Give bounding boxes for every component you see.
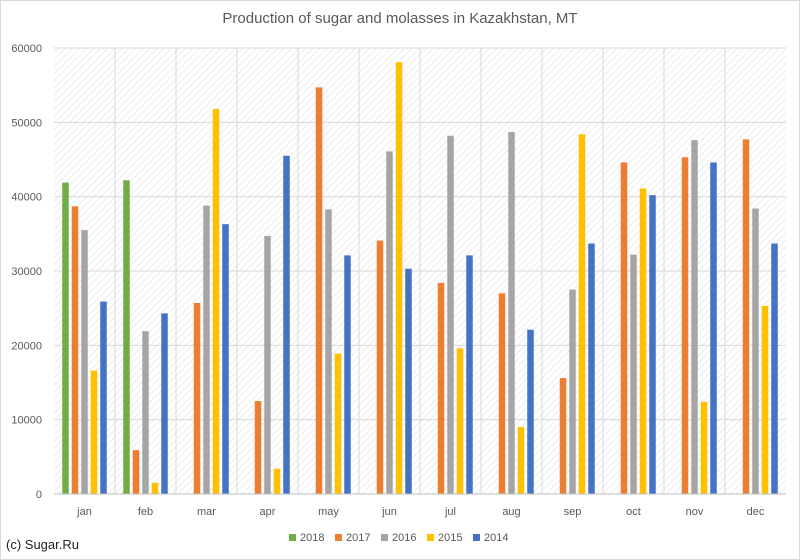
bar-2016-apr: [264, 236, 271, 494]
bar-2015-jun: [395, 62, 403, 495]
bar-2015-feb: [151, 482, 159, 494]
bar-2016-sep: [569, 289, 576, 494]
bar-2016-dec: [752, 208, 759, 494]
bar-2015-sep: [578, 134, 586, 494]
bar-2014-feb: [161, 313, 168, 494]
bar-2016-jul: [447, 135, 454, 495]
y-tick-label: 60000: [11, 43, 42, 55]
y-axis: 0 10000 20000 30000 40000 50000 60000: [11, 43, 42, 501]
bar-2017-jun: [376, 240, 384, 494]
legend-label-2016: 2016: [392, 532, 416, 544]
bar-2014-jul: [466, 255, 473, 494]
bar-2017-sep: [559, 378, 567, 494]
bar-2015-apr: [273, 468, 281, 494]
bar-2015-aug: [517, 427, 525, 494]
bars: [62, 62, 778, 495]
bar-2014-aug: [527, 329, 534, 494]
bar-2017-jan: [71, 206, 79, 494]
bar-2015-oct: [639, 188, 647, 495]
bar-2017-jul: [437, 282, 445, 494]
x-tick-label: nov: [686, 506, 704, 518]
bar-2018-feb: [123, 180, 130, 494]
gridlines: [54, 47, 786, 495]
bar-2014-oct: [649, 195, 656, 494]
chart-title: Production of sugar and molasses in Kaza…: [222, 10, 578, 27]
x-axis: jan feb mar apr may jun jul aug sep oct nov dec: [54, 493, 786, 518]
bar-2015-dec: [761, 305, 769, 494]
bar-2015-jul: [456, 348, 464, 494]
x-tick-label: jun: [381, 506, 397, 518]
bar-2016-aug: [508, 131, 515, 494]
y-tick-label: 50000: [11, 117, 42, 129]
bar-2015-may: [334, 353, 342, 494]
bar-2015-mar: [212, 108, 220, 494]
bar-2014-sep: [588, 243, 595, 494]
x-tick-label: feb: [138, 506, 153, 518]
x-tick-label: dec: [747, 506, 765, 518]
legend-label-2017: 2017: [346, 532, 370, 544]
y-tick-label: 20000: [11, 340, 42, 352]
y-tick-label: 40000: [11, 192, 42, 204]
bar-2016-jun: [386, 151, 393, 494]
legend-label-2018: 2018: [300, 532, 324, 544]
x-tick-label: jan: [76, 506, 92, 518]
x-tick-label: mar: [197, 506, 216, 518]
bar-2015-jan: [90, 370, 98, 494]
bar-2015-nov: [700, 401, 708, 494]
bar-2017-nov: [681, 157, 689, 494]
legend-swatch-2015: [427, 534, 434, 541]
legend-swatch-2016: [381, 534, 388, 541]
legend-label-2014: 2014: [484, 532, 508, 544]
bar-2016-oct: [630, 254, 637, 494]
bar-2014-jun: [405, 268, 412, 494]
bar-2016-mar: [203, 205, 210, 494]
bar-2016-feb: [142, 331, 149, 494]
x-tick-label: aug: [502, 506, 520, 518]
y-tick-label: 30000: [11, 266, 42, 278]
bar-2018-jan: [62, 182, 69, 494]
bar-2016-jan: [81, 230, 88, 494]
y-tick-label: 10000: [11, 415, 42, 427]
bar-2017-dec: [742, 139, 750, 494]
source-footer: (c) Sugar.Ru: [6, 537, 79, 552]
legend-swatch-2014: [473, 534, 480, 541]
bar-2014-apr: [283, 155, 290, 495]
x-tick-label: apr: [260, 506, 276, 518]
bar-2017-mar: [193, 302, 201, 494]
bar-2017-oct: [620, 162, 628, 494]
legend-swatch-2018: [289, 534, 296, 541]
legend: 2018 2017 2016 2015 2014: [289, 532, 508, 544]
x-tick-label: oct: [626, 506, 641, 518]
bar-2014-mar: [222, 224, 229, 495]
x-tick-label: may: [318, 506, 339, 518]
x-tick-label: sep: [564, 506, 582, 518]
legend-label-2015: 2015: [438, 532, 462, 544]
bar-2017-aug: [498, 293, 506, 494]
bar-2014-may: [344, 255, 351, 494]
bar-2014-dec: [771, 243, 778, 494]
y-tick-label: 0: [36, 489, 42, 501]
bar-2017-apr: [254, 401, 262, 494]
bar-2014-nov: [710, 162, 717, 494]
x-tick-label: jul: [444, 506, 456, 518]
bar-2014-jan: [100, 301, 107, 494]
bar-2016-nov: [691, 140, 698, 494]
bar-2017-may: [315, 87, 323, 494]
legend-swatch-2017: [335, 534, 342, 541]
bar-2017-feb: [132, 450, 140, 494]
bar-2016-may: [325, 209, 332, 494]
